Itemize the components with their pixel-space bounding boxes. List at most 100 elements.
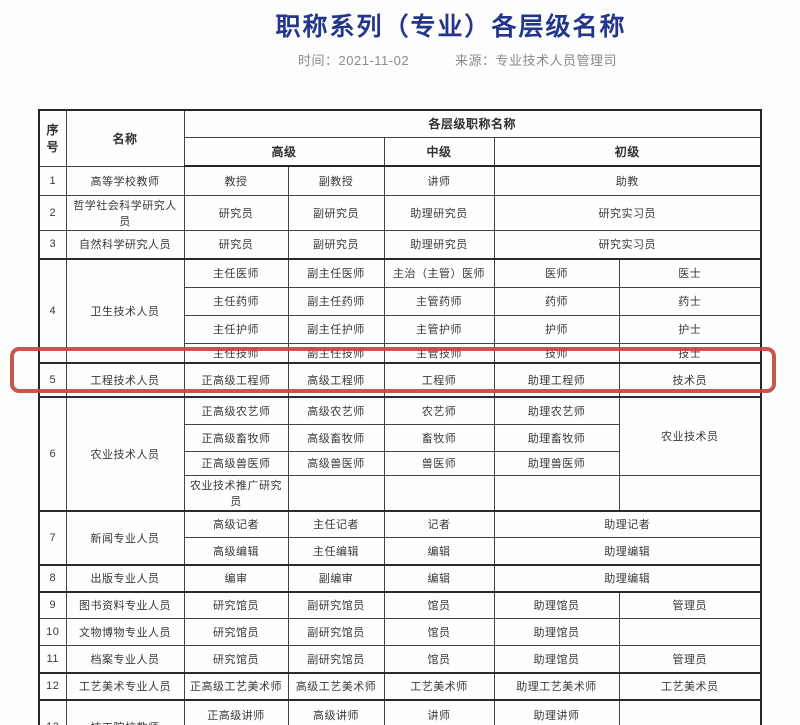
name-cell: 工程技术人员	[65, 362, 185, 398]
title-cell: 主任记者	[287, 509, 385, 538]
title-cell: 技术员	[618, 362, 762, 398]
title-cell: 高级工艺美术师	[287, 671, 385, 700]
title-cell: 助理编辑	[493, 563, 762, 592]
title-cell: 主管技师	[383, 342, 495, 364]
title-cell: 农业技术员	[618, 396, 762, 476]
title-cell: 助理编辑	[493, 537, 762, 565]
title-cell: 正高级畜牧师	[183, 423, 289, 452]
title-cell: 副研究馆员	[287, 645, 385, 673]
title-cell: 讲师	[383, 698, 495, 725]
table-row: 主任护师 副主任护师 主管护师 护师 护士	[39, 314, 762, 344]
table-row: 高级编辑 主任编辑 编辑 助理编辑	[39, 537, 762, 565]
title-cell: 主任编辑	[287, 537, 385, 565]
title-cell	[287, 474, 385, 511]
title-cell: 研究实习员	[493, 194, 762, 231]
table-row: 正高级畜牧师 高级畜牧师 畜牧师 助理畜牧师	[39, 423, 761, 452]
title-cell: 馆员	[383, 645, 495, 673]
article-meta: 时间：2021-11-02 来源：专业技术人员管理司	[0, 50, 800, 70]
table-row: 1 高等学校教师 教授 副教授 讲师 助教	[38, 165, 762, 196]
title-cell: 药师	[493, 286, 620, 316]
header-junior: 初级	[493, 136, 762, 167]
seq-cell: 5	[38, 362, 67, 398]
seq-cell: 9	[38, 590, 67, 619]
seq-cell: 1	[38, 165, 67, 196]
table-row: 10 文物博物专业人员 研究馆员 副研究馆员 馆员 助理馆员	[38, 618, 762, 646]
title-cell: 主任医师	[183, 258, 289, 288]
title-cell	[493, 474, 620, 511]
title-cell: 记者	[383, 509, 495, 538]
header-middle: 中级	[383, 136, 495, 167]
title-cell: 技师	[493, 342, 620, 364]
title-cell: 高级讲师	[287, 698, 385, 725]
title-cell: 医师	[493, 258, 620, 288]
seq-cell: 11	[38, 645, 67, 673]
title-cell: 助理馆员	[493, 590, 620, 619]
time-value: 2021-11-02	[338, 53, 410, 68]
title-cell: 研究实习员	[493, 229, 762, 260]
table-row: 正高级兽医师 高级兽医师 兽医师 助理兽医师	[39, 450, 761, 476]
seq-cell: 12	[38, 671, 67, 700]
title-cell: 管理员	[618, 590, 762, 619]
name-cell: 工艺美术专业人员	[65, 671, 185, 700]
title-cell: 工程师	[383, 362, 495, 398]
title-cell: 编辑	[383, 563, 495, 592]
title-cell: 高级畜牧师	[287, 423, 385, 452]
name-cell: 文物博物专业人员	[65, 618, 185, 646]
table-row: 主任药师 副主任药师 主管药师 药师 药士	[39, 286, 762, 316]
title-cell: 正高级工艺美术师	[183, 671, 289, 700]
header-senior: 高级	[183, 136, 385, 167]
name-cell: 自然科学研究人员	[65, 229, 185, 260]
title-cell	[618, 618, 762, 646]
title-cell: 编审	[183, 563, 289, 592]
title-cell: 副教授	[287, 165, 385, 196]
title-cell: 兽医师	[383, 450, 495, 476]
name-cell: 出版专业人员	[65, 563, 185, 592]
title-cell: 高级兽医师	[287, 450, 385, 476]
table-row: 农业技术推广研究员	[39, 474, 762, 511]
name-cell: 哲学社会科学研究人员	[65, 194, 185, 231]
title-cell: 药士	[618, 286, 762, 316]
table-row: 13 技工院校教师 正高级讲师 高级讲师 讲师 助理讲师	[38, 698, 762, 725]
title-cell: 副研究馆员	[287, 618, 385, 646]
title-cell: 正高级农艺师	[183, 396, 289, 425]
titles-table: 序号 名称 各层级职称名称 高级 中级 初级 1 高等学校教师 教授 副教授 讲…	[38, 109, 763, 725]
header-seq: 序号	[38, 109, 67, 167]
title-cell: 高级农艺师	[287, 396, 385, 425]
name-cell: 卫生技术人员	[65, 258, 185, 364]
title-cell: 高级记者	[183, 509, 289, 538]
seq-cell: 13	[38, 698, 67, 725]
publish-time: 时间：2021-11-02	[298, 50, 409, 69]
title-cell: 助教	[493, 165, 762, 196]
seq-cell: 3	[38, 229, 67, 260]
title-cell: 护师	[493, 314, 620, 344]
title-cell: 正高级讲师	[183, 698, 289, 725]
title-cell: 主管药师	[383, 286, 495, 316]
table-header-row: 序号 名称 各层级职称名称	[38, 109, 762, 167]
title-cell: 副主任护师	[287, 314, 385, 344]
publish-source: 来源：专业技术人员管理司	[455, 50, 617, 69]
table-row: 3 自然科学研究人员 研究员 副研究员 助理研究员 研究实习员	[38, 229, 762, 260]
title-cell: 副编审	[287, 563, 385, 592]
seq-cell: 10	[38, 618, 67, 646]
title-cell: 主任药师	[183, 286, 289, 316]
title-cell: 高级工程师	[287, 362, 385, 398]
title-cell: 正高级工程师	[183, 362, 289, 398]
title-cell: 研究员	[183, 229, 289, 260]
table-row: 2 哲学社会科学研究人员 研究员 副研究员 助理研究员 研究实习员	[38, 194, 762, 231]
seq-cell: 8	[38, 563, 67, 592]
title-cell: 畜牧师	[383, 423, 495, 452]
title-cell: 研究员	[183, 194, 289, 231]
title-cell: 副研究馆员	[287, 590, 385, 619]
header-name: 名称	[65, 109, 185, 167]
name-cell: 档案专业人员	[65, 645, 185, 673]
title-cell: 助理研究员	[383, 194, 495, 231]
source-label: 来源：	[455, 53, 496, 68]
title-cell: 研究馆员	[183, 618, 289, 646]
title-cell: 副主任医师	[287, 258, 385, 288]
title-cell: 农艺师	[383, 396, 495, 425]
title-cell: 教授	[183, 165, 289, 196]
time-label: 时间：	[298, 53, 339, 68]
title-cell	[618, 474, 762, 511]
title-cell: 助理畜牧师	[493, 423, 620, 452]
name-cell: 图书资料专业人员	[65, 590, 185, 619]
